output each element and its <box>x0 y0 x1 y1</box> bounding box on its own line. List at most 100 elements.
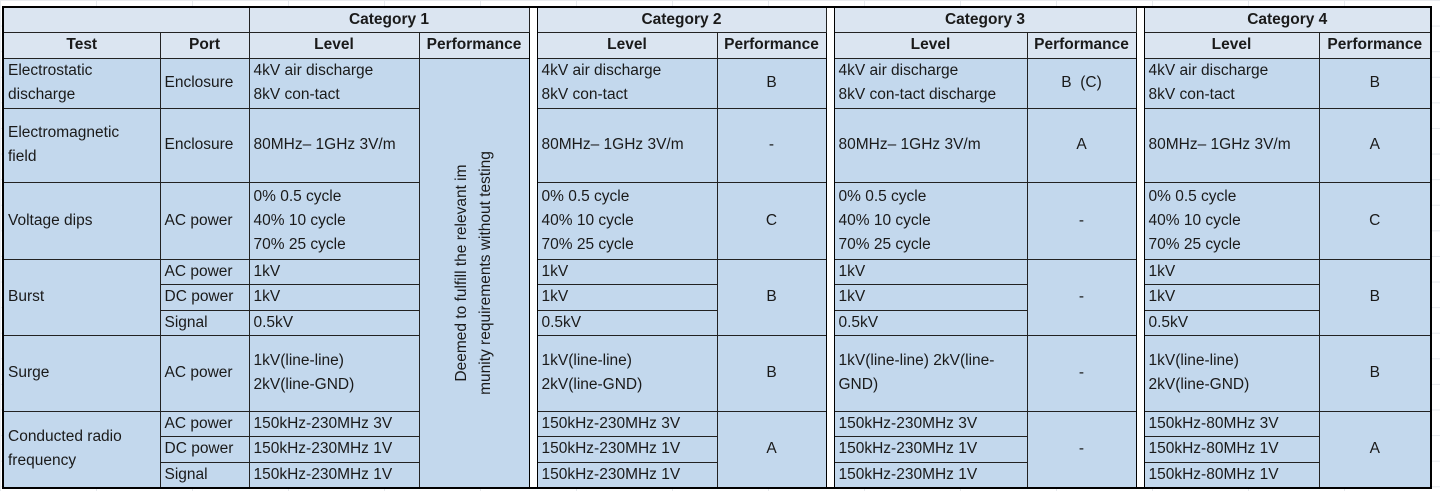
row-burst-signal: Signal 0.5kV 0.5kV 0.5kV 0.5kV <box>3 309 1431 336</box>
burst-signal-cat3-level-cell: 0.5kV <box>833 309 1028 336</box>
row-conducted-signal: Signal 150kHz-230MHz 1V 150kHz-230MHz 1V… <box>3 461 1431 488</box>
burst-ac-cat2-level-cell: 1kV <box>536 258 718 285</box>
row-surge: Surge AC power 1kV(line-line) 2kV(line-G… <box>2 334 1432 412</box>
conducted-ac-cat1-level-cell: 150kHz-230MHz 3V <box>248 410 420 437</box>
burst-dc-cat2-level-cell: 1kV <box>536 283 718 311</box>
esd-cat4-level-cell: 4kV air discharge 8kV con-tact <box>1143 57 1320 109</box>
row-voltage-dips: Voltage dips AC power 0% 0.5 cycle 40% 1… <box>2 181 1432 260</box>
separator-column-1 <box>528 7 538 488</box>
emfield-cat3-performance-cell: A <box>1026 107 1137 183</box>
cat3-level-header: Level <box>833 31 1028 59</box>
conducted-test-cell: Conducted radio frequency <box>2 410 161 488</box>
cat4-performance-header: Performance <box>1318 31 1432 59</box>
conducted-signal-cat1-level-cell: 150kHz-230MHz 1V <box>248 461 420 488</box>
surge-cat2-performance-cell: B <box>716 334 827 412</box>
separator-column-2 <box>825 7 835 488</box>
dips-cat1-level-cell: 0% 0.5 cycle 40% 10 cycle 70% 25 cycle <box>248 181 420 260</box>
burst-ac-port-cell: AC power <box>159 258 250 285</box>
dips-port-cell: AC power <box>159 181 250 260</box>
cat2-performance-header: Performance <box>716 31 827 59</box>
surge-cat3-level-cell: 1kV(line-line) 2kV(line- GND) <box>833 334 1028 412</box>
dips-cat2-performance-cell: C <box>716 181 827 260</box>
cat1-level-header: Level <box>248 31 420 59</box>
emc-immunity-table: Category 1 Category 2 Category 3 Categor… <box>2 6 1432 489</box>
row-electromagnetic-field: Electromagnetic field Enclosure 80MHz– 1… <box>2 107 1432 183</box>
surge-cat3-performance-cell: - <box>1026 334 1137 412</box>
conducted-ac-port-cell: AC power <box>159 410 250 437</box>
conducted-dc-port-cell: DC power <box>159 435 250 463</box>
esd-cat3-performance-cell: B (C) <box>1026 57 1137 109</box>
burst-signal-cat4-level-cell: 0.5kV <box>1143 309 1320 336</box>
row-electrostatic-discharge: Electrostatic discharge Enclosure 4kV ai… <box>2 57 1432 488</box>
conducted-ac-cat3-level-cell: 150kHz-230MHz 3V <box>833 410 1028 437</box>
cat1-performance-header: Performance <box>418 31 530 59</box>
cat1-performance-note-text: Deemed to fulfill the relevant im munity… <box>453 150 494 395</box>
emfield-test-cell: Electromagnetic field <box>2 107 161 183</box>
burst-ac-cat4-level-cell: 1kV <box>1143 258 1320 285</box>
dips-test-cell: Voltage dips <box>2 181 161 260</box>
burst-cat4-performance-cell: B <box>1318 258 1432 336</box>
emfield-cat1-level-cell: 80MHz– 1GHz 3V/m <box>248 107 420 183</box>
port-column-header: Port <box>159 31 250 59</box>
surge-cat1-level-cell: 1kV(line-line) 2kV(line-GND) <box>248 334 420 412</box>
surge-test-cell: Surge <box>2 334 161 412</box>
burst-ac-cat1-level-cell: 1kV <box>248 258 420 285</box>
conducted-cat3-performance-cell: - <box>1026 410 1137 488</box>
conducted-dc-cat1-level-cell: 150kHz-230MHz 1V <box>248 435 420 463</box>
cat1-performance-note-cell: Deemed to fulfill the relevant im munity… <box>418 57 530 488</box>
esd-cat2-level-cell: 4kV air discharge 8kV con-tact <box>536 57 718 109</box>
category-4-header: Category 4 <box>1143 6 1432 33</box>
esd-cat4-performance-cell: B <box>1318 57 1432 109</box>
dips-cat3-performance-cell: - <box>1026 181 1137 260</box>
conducted-cat4-performance-cell: A <box>1318 410 1432 488</box>
burst-ac-cat3-level-cell: 1kV <box>833 258 1028 285</box>
conducted-signal-cat2-level-cell: 150kHz-230MHz 1V <box>536 461 718 488</box>
cat2-level-header: Level <box>536 31 718 59</box>
row-burst-ac: Burst AC power 1kV 1kV B 1kV - 1kV B <box>2 258 1432 336</box>
conducted-signal-cat3-level-cell: 150kHz-230MHz 1V <box>833 461 1028 488</box>
burst-dc-port-cell: DC power <box>159 283 250 311</box>
conducted-dc-cat2-level-cell: 150kHz-230MHz 1V <box>536 435 718 463</box>
surge-cat4-performance-cell: B <box>1318 334 1432 412</box>
conducted-signal-cat4-level-cell: 150kHz-80MHz 1V <box>1143 461 1320 488</box>
dips-cat3-level-cell: 0% 0.5 cycle 40% 10 cycle 70% 25 cycle <box>833 181 1028 260</box>
dips-cat4-level-cell: 0% 0.5 cycle 40% 10 cycle 70% 25 cycle <box>1143 181 1320 260</box>
category-2-header: Category 2 <box>536 6 827 33</box>
surge-cat4-level-cell: 1kV(line-line) 2kV(line-GND) <box>1143 334 1320 412</box>
conducted-ac-cat2-level-cell: 150kHz-230MHz 3V <box>536 410 718 437</box>
burst-dc-cat4-level-cell: 1kV <box>1143 283 1320 311</box>
esd-test-cell: Electrostatic discharge <box>2 57 161 109</box>
emfield-port-cell: Enclosure <box>159 107 250 183</box>
dips-cat2-level-cell: 0% 0.5 cycle 40% 10 cycle 70% 25 cycle <box>536 181 718 260</box>
test-column-header: Test <box>2 31 161 59</box>
surge-port-cell: AC power <box>159 334 250 412</box>
burst-dc-cat1-level-cell: 1kV <box>248 283 420 311</box>
row-conducted-dc: DC power 150kHz-230MHz 1V 150kHz-230MHz … <box>3 435 1431 463</box>
header-blank-cell <box>2 6 250 33</box>
burst-signal-cat2-level-cell: 0.5kV <box>536 309 718 336</box>
esd-cat3-level-cell: 4kV air discharge 8kV con-tact discharge <box>833 57 1028 109</box>
category-3-header: Category 3 <box>833 6 1137 33</box>
surge-cat2-level-cell: 1kV(line-line) 2kV(line-GND) <box>536 334 718 412</box>
emfield-cat3-level-cell: 80MHz– 1GHz 3V/m <box>833 107 1028 183</box>
burst-test-cell: Burst <box>2 258 161 336</box>
emfield-cat4-level-cell: 80MHz– 1GHz 3V/m <box>1143 107 1320 183</box>
burst-cat2-performance-cell: B <box>716 258 827 336</box>
conducted-dc-cat4-level-cell: 150kHz-80MHz 1V <box>1143 435 1320 463</box>
burst-signal-cat1-level-cell: 0.5kV <box>248 309 420 336</box>
dips-cat4-performance-cell: C <box>1318 181 1432 260</box>
conducted-signal-port-cell: Signal <box>159 461 250 488</box>
emfield-cat4-performance-cell: A <box>1318 107 1432 183</box>
row-burst-dc: DC power 1kV 1kV 1kV 1kV <box>3 283 1431 311</box>
conducted-ac-cat4-level-cell: 150kHz-80MHz 3V <box>1143 410 1320 437</box>
row-conducted-ac: Conducted radio frequency AC power 150kH… <box>2 410 1432 488</box>
esd-cat2-performance-cell: B <box>716 57 827 109</box>
esd-port-cell: Enclosure <box>159 57 250 109</box>
category-1-header: Category 1 <box>248 6 530 33</box>
conducted-dc-cat3-level-cell: 150kHz-230MHz 1V <box>833 435 1028 463</box>
separator-column-3 <box>1135 7 1145 488</box>
burst-signal-port-cell: Signal <box>159 309 250 336</box>
header-row-columns: Test Port Level Performance Level Perfor… <box>2 31 1432 59</box>
burst-dc-cat3-level-cell: 1kV <box>833 283 1028 311</box>
emfield-cat2-performance-cell: - <box>716 107 827 183</box>
